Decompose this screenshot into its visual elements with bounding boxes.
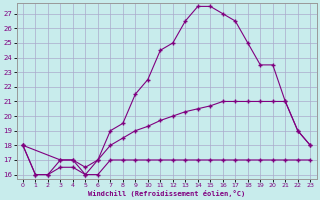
X-axis label: Windchill (Refroidissement éolien,°C): Windchill (Refroidissement éolien,°C) [88, 190, 245, 197]
